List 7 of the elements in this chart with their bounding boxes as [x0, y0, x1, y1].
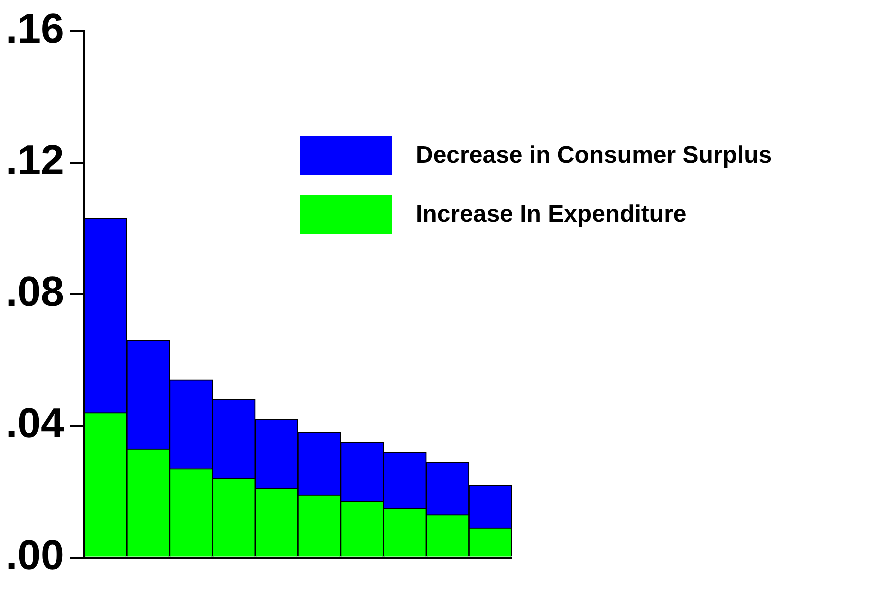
- y-tick-label: .00: [6, 531, 64, 578]
- y-tick-label: .16: [6, 4, 64, 52]
- legend-label: Decrease in Consumer Surplus: [416, 142, 772, 170]
- y-tick-label: .04: [6, 400, 66, 447]
- y-tick-label: .08: [6, 268, 64, 316]
- legend-label: Increase In Expenditure: [416, 200, 687, 228]
- y-tick-label: .12: [6, 136, 64, 184]
